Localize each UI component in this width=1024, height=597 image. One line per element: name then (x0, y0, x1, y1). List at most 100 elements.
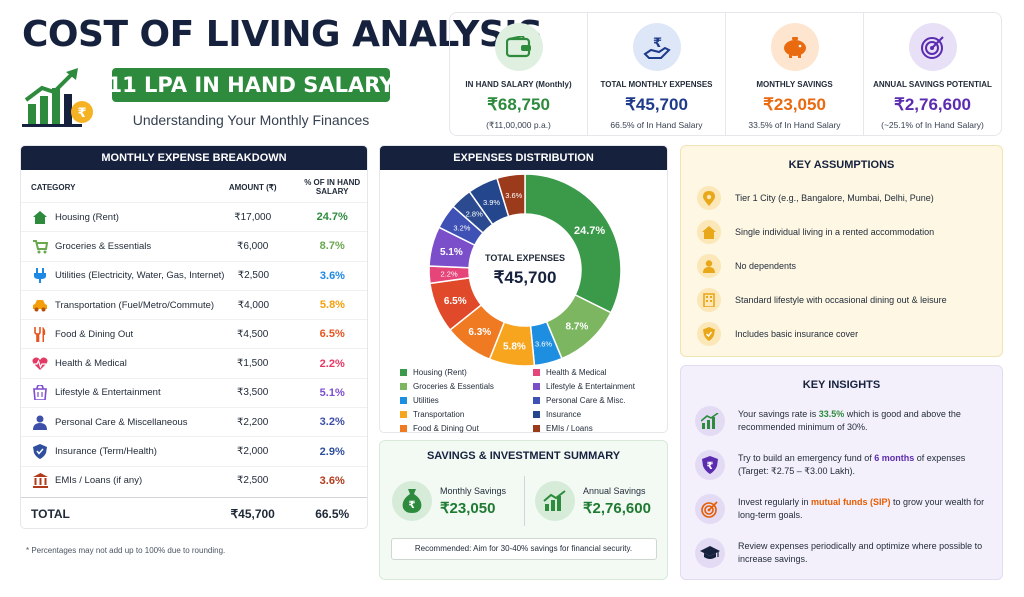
kpi-panel: IN HAND SALARY (Monthly) ₹68,750 (₹11,00… (449, 12, 1002, 136)
donut-chart: 24.7% 8.7% 3.6% 5.8% 6.3% 6.5% 2.2% 5.1% 3.2% 2.8… (428, 173, 622, 367)
legend-item: EMIs / Loans (533, 422, 662, 435)
shield-icon (31, 443, 49, 461)
row-percent: 2.9% (319, 445, 345, 458)
table-row: Groceries & Essentials ₹6,000 8.7% (21, 231, 367, 260)
insight-text: which is good and above the recommended … (738, 409, 961, 432)
key-insights-panel: KEY INSIGHTS Your savings rate is 33.5% … (680, 365, 1003, 580)
legend-swatch (400, 411, 407, 418)
legend-swatch (533, 369, 540, 376)
assumption-text: Single individual living in a rented acc… (735, 227, 935, 237)
wallet-icon (494, 23, 543, 71)
row-amount: ₹2,000 (236, 446, 269, 458)
legend-label: Health & Medical (546, 368, 607, 377)
monthly-savings-label: Monthly Savings (440, 485, 507, 496)
assumption-text: No dependents (735, 261, 797, 271)
row-percent: 5.8% (319, 299, 345, 312)
row-amount: ₹17,000 (234, 211, 272, 223)
svg-text:₹: ₹ (409, 500, 416, 511)
assumption-item: Standard lifestyle with occasional dinin… (697, 283, 1002, 317)
insight-item: Your savings rate is 33.5% which is good… (695, 399, 1002, 443)
home-icon (697, 220, 721, 244)
slice-label: 8.7% (566, 321, 589, 332)
legend-item: Transportation (400, 408, 529, 421)
insight-text: Your savings rate is (738, 409, 819, 419)
monthly-savings-card: ₹ Monthly Savings ₹23,050 (380, 476, 524, 526)
legend-swatch (400, 369, 407, 376)
row-percent: 24.7% (316, 211, 348, 224)
bank-icon (31, 472, 49, 490)
slice-label: 6.5% (444, 296, 467, 307)
kpi-sub: (~25.1% of In Hand Salary) (881, 120, 984, 130)
target-icon (908, 23, 957, 71)
row-category: Transportation (Fuel/Metro/Commute) (55, 299, 215, 311)
heart-pulse-icon (31, 355, 49, 373)
piggy-bank-icon (770, 23, 819, 71)
growth-chart-icon (695, 406, 725, 436)
kpi-label: TOTAL MONTHLY EXPENSES (600, 80, 713, 89)
kpi-in-hand-salary: IN HAND SALARY (Monthly) ₹68,750 (₹11,00… (450, 13, 588, 135)
table-total-row: TOTAL ₹45,700 66.5% (21, 496, 367, 531)
legend-swatch (400, 397, 407, 404)
legend-swatch (533, 425, 540, 432)
legend-item: Health & Medical (533, 366, 662, 379)
page-subtitle: Understanding Your Monthly Finances (132, 112, 370, 128)
kpi-total-expenses: ₹ TOTAL MONTHLY EXPENSES ₹45,700 66.5% o… (588, 13, 726, 135)
table-row: Food & Dining Out ₹4,500 6.5% (21, 319, 367, 348)
assumption-item: Single individual living in a rented acc… (697, 215, 1002, 249)
insight-text: of expenses (Target: ₹2.75 – ₹3.00 Lakh)… (738, 453, 966, 476)
row-category: Housing (Rent) (55, 211, 119, 223)
column-header-category: CATEGORY (31, 182, 76, 192)
distribution-title: EXPENSES DISTRIBUTION (380, 146, 667, 170)
row-category: Food & Dining Out (55, 328, 134, 340)
monthly-savings-value: ₹23,050 (440, 499, 496, 517)
assumption-item: Tier 1 City (e.g., Bangalore, Mumbai, De… (697, 181, 1002, 215)
row-percent: 3.6% (319, 474, 345, 487)
legend-label: Housing (Rent) (413, 368, 467, 377)
row-percent: 3.6% (319, 269, 345, 282)
legend-item: Personal Care & Misc. (533, 394, 662, 407)
insight-text: Invest regularly in (738, 497, 812, 507)
savings-summary-panel: SAVINGS & INVESTMENT SUMMARY ₹ Monthly S… (379, 440, 668, 580)
row-percent: 2.2% (319, 357, 345, 370)
assumptions-title: KEY ASSUMPTIONS (788, 159, 895, 171)
insight-highlight: mutual funds (SIP) (811, 497, 891, 507)
table-row: Insurance (Term/Health) ₹2,000 2.9% (21, 436, 367, 465)
legend-item: Utilities (400, 394, 529, 407)
location-pin-icon (697, 186, 721, 210)
insight-item: ₹ Try to build an emergency fund of 6 mo… (695, 443, 1002, 487)
slice-label: 3.2% (453, 224, 470, 233)
house-icon (31, 208, 49, 226)
table-row: EMIs / Loans (if any) ₹2,500 3.6% (21, 465, 367, 495)
insight-text: Try to build an emergency fund of (738, 453, 875, 463)
legend-swatch (533, 411, 540, 418)
expenses-distribution-panel: EXPENSES DISTRIBUTION 24.7% 8.7% 3.6% 5.8% 6… (379, 145, 668, 433)
row-category: Groceries & Essentials (55, 240, 152, 252)
rupee-hand-icon: ₹ (632, 23, 681, 71)
total-label: TOTAL (31, 507, 70, 522)
row-category: EMIs / Loans (if any) (55, 475, 143, 487)
slice-label: 3.9% (483, 198, 500, 207)
rupee-shield-icon: ₹ (695, 450, 725, 480)
kpi-label: ANNUAL SAVINGS POTENTIAL (873, 80, 992, 89)
target-icon (695, 494, 725, 524)
insight-highlight: 6 months (874, 453, 915, 463)
row-category: Health & Medical (55, 358, 127, 370)
donut-center-value: ₹45,700 (494, 268, 557, 287)
legend-label: Groceries & Essentials (413, 382, 494, 391)
slice-label: 3.6% (535, 340, 552, 349)
table-row: Transportation (Fuel/Metro/Commute) ₹4,0… (21, 289, 367, 319)
insight-text: to grow your wealth for long-term goals. (738, 497, 985, 520)
column-header-percent: % OF IN HAND SALARY (304, 178, 361, 196)
assumption-text: Includes basic insurance cover (735, 329, 859, 339)
annual-savings-label: Annual Savings (583, 485, 646, 496)
row-category: Utilities (Electricity, Water, Gas, Inte… (55, 270, 225, 282)
row-percent: 8.7% (319, 240, 345, 253)
legend-swatch (533, 383, 540, 390)
table-row: Personal Care & Miscellaneous ₹2,200 3.2… (21, 407, 367, 436)
assumption-text: Standard lifestyle with occasional dinin… (735, 295, 947, 305)
insight-item: Invest regularly in mutual funds (SIP) t… (695, 487, 1002, 531)
total-amount: ₹45,700 (230, 507, 275, 522)
legend-item: Lifestyle & Entertainment (533, 380, 662, 393)
user-icon (697, 254, 721, 278)
slice-label: 5.1% (440, 247, 463, 258)
